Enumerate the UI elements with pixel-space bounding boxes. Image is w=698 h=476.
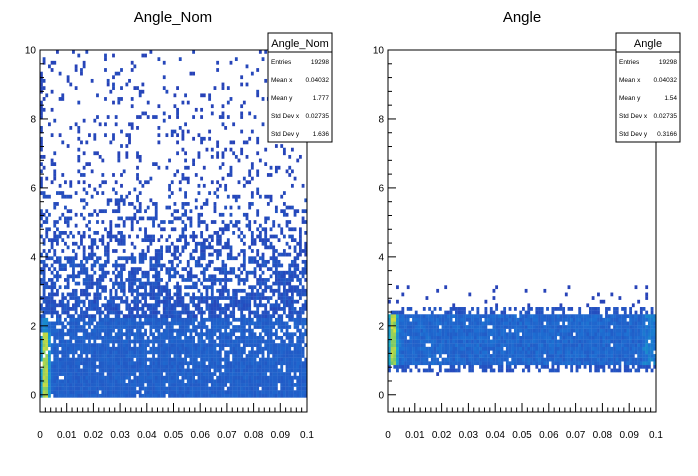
stats-box: Angle Entries 19298 Mean x 0.04032 Mean y 1.54… <box>615 32 681 143</box>
x-tick-label: 0.05 <box>512 430 532 441</box>
x-tick-label: 0.1 <box>300 430 314 441</box>
y-tick-label: 0 <box>378 390 384 401</box>
x-tick-label: 0.07 <box>566 430 586 441</box>
x-tick-label: 0 <box>37 430 43 441</box>
x-tick-label: 0.03 <box>459 430 479 441</box>
stats-value: 0.3166 <box>657 131 677 138</box>
x-tick-label: 0.09 <box>271 430 291 441</box>
chart-title: Angle <box>503 9 541 26</box>
stats-label: Mean y <box>271 95 293 102</box>
stats-label: Std Dev x <box>619 113 648 120</box>
y-tick-label: 6 <box>378 183 384 194</box>
x-tick-label: 0.01 <box>405 430 425 441</box>
stats-value: 0.02735 <box>654 113 678 120</box>
stats-label: Entries <box>619 59 640 66</box>
stats-box: Angle_Nom Entries 19298 Mean x 0.04032 Mean y… <box>267 32 333 143</box>
stats-label: Mean x <box>619 77 641 84</box>
x-tick-label: 0.04 <box>485 430 505 441</box>
x-tick-label: 0 <box>385 430 391 441</box>
y-tick-label: 0 <box>30 390 36 401</box>
y-tick-label: 6 <box>30 183 36 194</box>
x-tick-label: 0.06 <box>190 430 210 441</box>
heatmap-cells <box>40 50 308 398</box>
y-tick-label: 4 <box>30 252 36 263</box>
stats-box-title: Angle <box>634 38 662 50</box>
x-tick-label: 0.02 <box>84 430 104 441</box>
stats-value: 1.636 <box>313 131 330 138</box>
stats-value: 1.54 <box>664 95 677 102</box>
y-tick-label: 8 <box>378 114 384 125</box>
heatmap-cells <box>388 285 657 376</box>
stats-value: 0.04032 <box>306 77 330 84</box>
x-tick-label: 0.07 <box>217 430 237 441</box>
stats-label: Mean y <box>619 95 641 102</box>
x-tick-label: 0.01 <box>57 430 77 441</box>
x-tick-label: 0.06 <box>539 430 559 441</box>
x-tick-label: 0.09 <box>619 430 639 441</box>
stats-value: 19298 <box>311 59 329 66</box>
stats-label: Std Dev x <box>271 113 300 120</box>
x-tick-label: 0.04 <box>137 430 157 441</box>
y-tick-label: 10 <box>373 46 385 57</box>
x-tick-label: 0.03 <box>110 430 130 441</box>
stats-box-title: Angle_Nom <box>271 38 328 50</box>
x-tick-label: 0.08 <box>593 430 613 441</box>
stats-label: Std Dev y <box>619 131 648 138</box>
panel-angle: 0 0.01 0.02 0.03 0.04 0.05 0.06 0.07 0.08 0.09 0.1… <box>373 9 681 441</box>
y-tick-label: 10 <box>25 46 37 57</box>
panel-angle-nom: 0 0.01 0.02 0.03 0.04 0.05 0.06 0.07 0.08 0.09 0.1… <box>25 9 333 441</box>
chart-title: Angle_Nom <box>134 9 212 26</box>
stats-value: 0.04032 <box>654 77 678 84</box>
stats-value: 1.777 <box>313 95 330 102</box>
x-tick-label: 0.02 <box>432 430 452 441</box>
stats-label: Mean x <box>271 77 293 84</box>
y-tick-label: 2 <box>30 321 36 332</box>
x-tick-label: 0.05 <box>164 430 184 441</box>
stats-label: Std Dev y <box>271 131 300 138</box>
stats-label: Entries <box>271 59 292 66</box>
stats-value: 19298 <box>659 59 677 66</box>
x-tick-label: 0.08 <box>244 430 264 441</box>
y-tick-label: 2 <box>378 321 384 332</box>
stats-value: 0.02735 <box>306 113 330 120</box>
x-tick-label: 0.1 <box>649 430 663 441</box>
y-tick-label: 4 <box>378 252 384 263</box>
y-tick-label: 8 <box>30 114 36 125</box>
